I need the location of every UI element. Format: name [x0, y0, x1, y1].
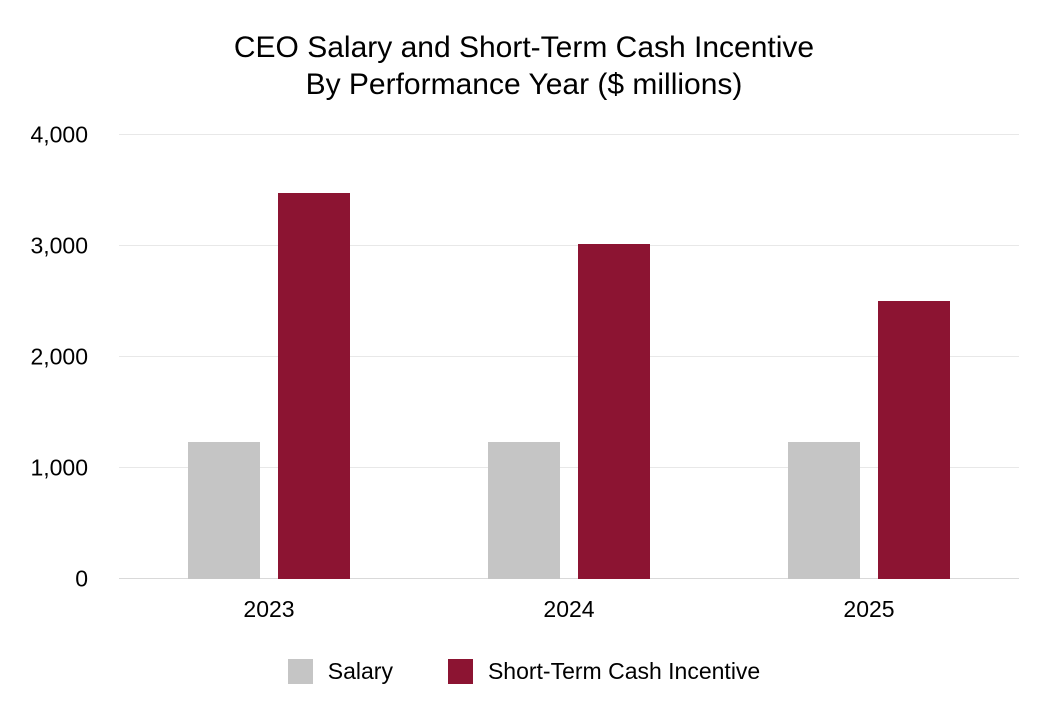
x-axis-baseline: [119, 578, 1019, 579]
x-axis: 2023 2024 2025: [119, 596, 1019, 624]
legend-label-short-term-cash-incentive: Short-Term Cash Incentive: [487, 658, 761, 684]
gridline-3000: [119, 245, 1019, 246]
grid-layer: [119, 134, 1019, 579]
short-term-cash-incentive-bar-2025: [878, 300, 950, 579]
short-term-cash-incentive-bar-2023: [278, 192, 350, 579]
x-tick-label-2025: 2025: [843, 596, 895, 622]
y-tick-label-2000: 2,000: [30, 343, 88, 370]
x-tick-label-2023: 2023: [243, 596, 295, 622]
salary-bar-2024: [488, 441, 560, 579]
y-axis: 0 1,000 2,000 3,000 4,000: [0, 123, 88, 590]
legend-label-salary: Salary: [327, 658, 393, 684]
plot-area: [119, 134, 1019, 579]
short-term-cash-incentive-swatch-icon: [447, 658, 473, 684]
bars-layer: [119, 135, 1019, 579]
legend: Salary Short-Term Cash Incentive: [0, 658, 1048, 684]
bar-group-2023: [119, 135, 419, 579]
gridline-2000: [119, 356, 1019, 357]
chart-title-line2: By Performance Year ($ millions): [305, 68, 743, 101]
gridline-1000: [119, 467, 1019, 468]
bar-group-2024: [419, 135, 719, 579]
y-tick-label-0: 0: [75, 565, 88, 592]
x-tick-label-2024: 2024: [543, 596, 595, 622]
bar-group-2025: [719, 135, 1019, 579]
legend-item-short-term-cash-incentive: Short-Term Cash Incentive: [447, 658, 761, 684]
legend-item-salary: Salary: [287, 658, 393, 684]
gridline-4000: [119, 134, 1019, 135]
salary-bar-2025: [788, 441, 860, 579]
chart-title-line1: CEO Salary and Short-Term Cash Incentive: [233, 31, 815, 64]
y-tick-label-4000: 4,000: [30, 121, 88, 148]
short-term-cash-incentive-bar-2024: [578, 243, 650, 579]
salary-swatch-icon: [287, 658, 313, 684]
y-tick-label-1000: 1,000: [30, 454, 88, 481]
y-tick-label-3000: 3,000: [30, 232, 88, 259]
chart-title: CEO Salary and Short-Term Cash Incentive…: [0, 29, 1048, 103]
salary-bar-2023: [188, 441, 260, 579]
